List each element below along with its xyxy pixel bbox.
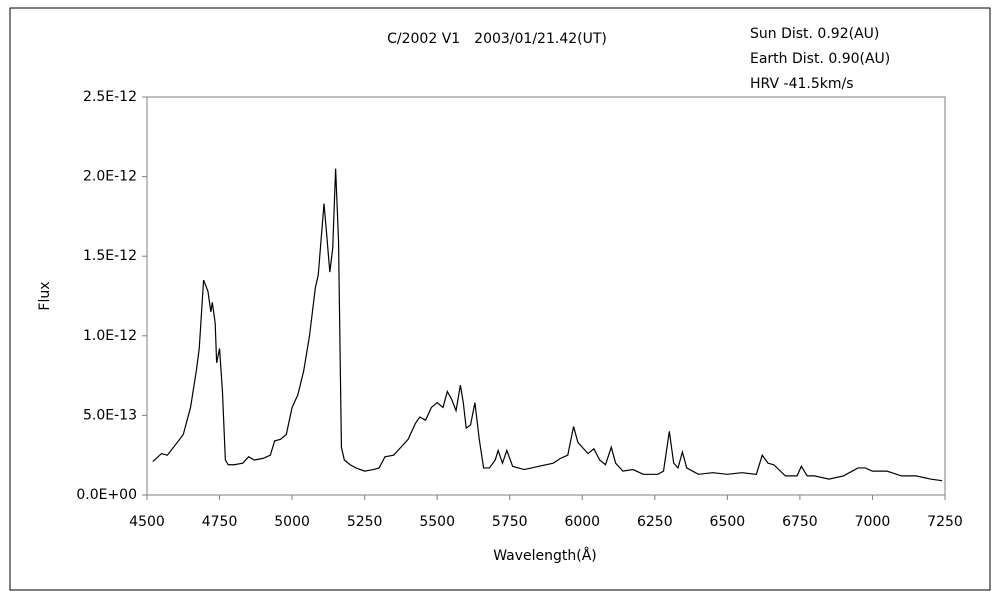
chart-title: C/2002 V1 2003/01/21.42(UT) xyxy=(387,31,607,47)
y-axis-label: Flux xyxy=(37,281,53,310)
annotation: Sun Dist. 0.92(AU) xyxy=(750,26,879,42)
x-tick-label: 7250 xyxy=(927,514,963,530)
annotation: HRV -41.5km/s xyxy=(750,76,854,92)
x-tick-label: 4750 xyxy=(202,514,238,530)
y-tick-label: 0.0E+00 xyxy=(76,487,137,503)
x-tick-label: 4500 xyxy=(129,514,165,530)
x-tick-label: 5750 xyxy=(492,514,528,530)
plot-area xyxy=(146,96,946,496)
y-tick-label: 1.5E-12 xyxy=(83,248,137,264)
x-tick-label: 6750 xyxy=(782,514,818,530)
y-tick-label: 1.0E-12 xyxy=(83,328,137,344)
x-tick-label: 6250 xyxy=(637,514,673,530)
annotation: Earth Dist. 0.90(AU) xyxy=(750,51,890,67)
x-tick-label: 5000 xyxy=(274,514,310,530)
spectrum-line xyxy=(152,168,943,482)
y-tick-label: 2.0E-12 xyxy=(83,169,137,185)
x-tick-label: 5250 xyxy=(347,514,383,530)
x-tick-label: 5500 xyxy=(419,514,455,530)
y-tick-label: 2.5E-12 xyxy=(83,89,137,105)
x-axis-label: Wavelength(Å) xyxy=(493,547,597,564)
x-tick-label: 6500 xyxy=(710,514,746,530)
y-tick-label: 5.0E-13 xyxy=(83,407,137,423)
x-tick-label: 6000 xyxy=(564,514,600,530)
x-tick-label: 7000 xyxy=(855,514,891,530)
